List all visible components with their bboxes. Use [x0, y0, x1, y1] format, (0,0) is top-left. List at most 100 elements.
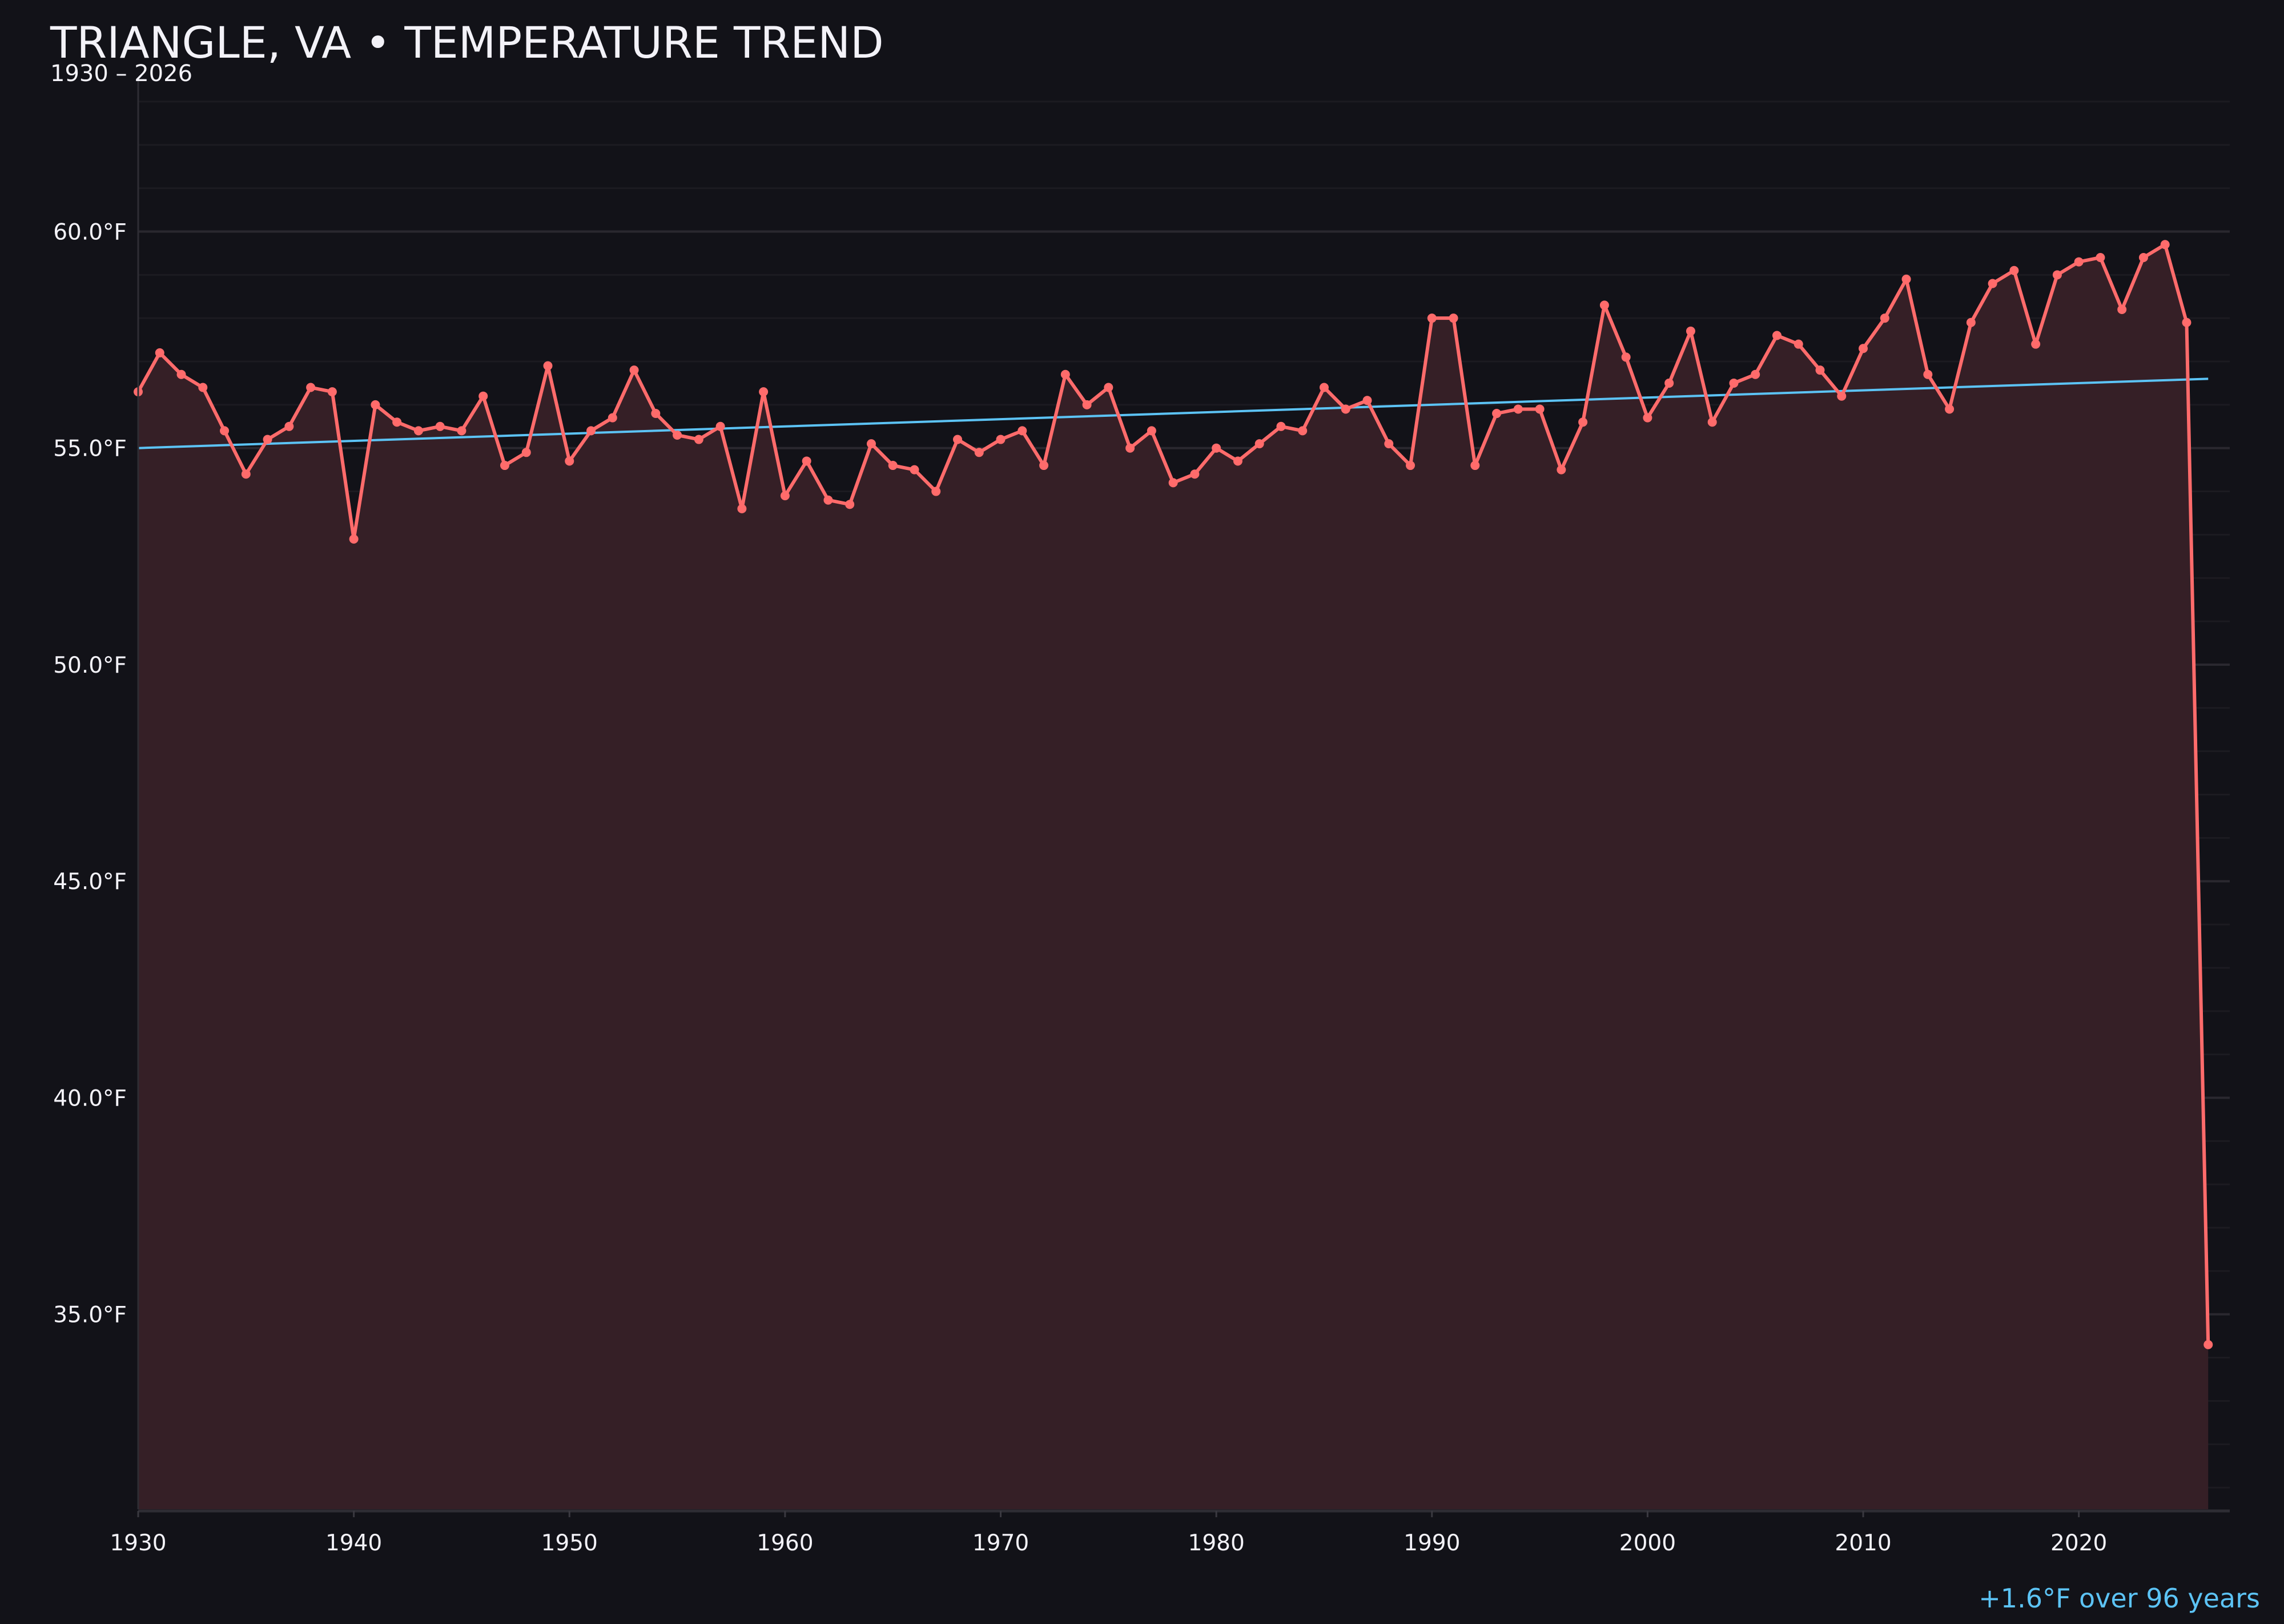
data-point-1997: [1578, 417, 1588, 427]
x-tick-label: 1930: [110, 1530, 166, 1556]
data-point-1961: [802, 456, 811, 466]
data-point-2009: [1837, 391, 1847, 401]
data-point-1981: [1233, 456, 1242, 466]
data-point-1975: [1104, 383, 1113, 392]
data-point-2012: [1901, 274, 1911, 284]
x-tick-label: 1940: [325, 1530, 382, 1556]
data-point-2006: [1772, 331, 1782, 340]
data-point-1982: [1254, 439, 1264, 449]
data-point-1955: [673, 430, 682, 440]
data-point-2017: [2009, 266, 2019, 275]
data-point-1971: [1018, 426, 1027, 436]
data-point-1994: [1513, 404, 1523, 414]
data-point-1987: [1362, 396, 1372, 405]
data-point-2013: [1923, 369, 1933, 379]
x-tick-label: 2010: [1835, 1530, 1891, 1556]
data-point-1985: [1319, 383, 1329, 392]
data-point-2022: [2117, 304, 2127, 314]
data-point-2000: [1643, 413, 1652, 423]
area-fill: [138, 244, 2209, 1510]
data-point-1932: [176, 369, 186, 379]
trend-annotation: +1.6°F over 96 years: [1979, 1583, 2260, 1614]
chart-subtitle: 1930 – 2026: [50, 61, 193, 87]
data-point-1989: [1406, 461, 1416, 471]
data-point-2007: [1794, 339, 1803, 349]
data-point-1939: [327, 387, 337, 397]
data-point-1988: [1384, 439, 1394, 449]
y-tick-label: 50.0°F: [53, 653, 127, 678]
data-point-2004: [1729, 378, 1739, 388]
y-tick-label: 40.0°F: [53, 1086, 127, 1111]
data-point-1969: [974, 448, 984, 457]
data-point-1991: [1449, 313, 1458, 323]
x-tick-label: 1980: [1188, 1530, 1245, 1556]
data-point-1963: [845, 500, 855, 509]
data-point-2016: [1988, 279, 1997, 288]
data-point-2024: [2160, 240, 2170, 250]
y-tick-label: 55.0°F: [53, 436, 127, 462]
data-point-1957: [715, 421, 725, 431]
y-tick-label: 45.0°F: [53, 869, 127, 895]
data-point-1977: [1147, 426, 1156, 436]
data-point-1946: [478, 391, 488, 401]
data-point-1964: [866, 439, 876, 449]
x-tick-label: 1960: [757, 1530, 813, 1556]
data-point-1984: [1298, 426, 1308, 436]
data-point-1945: [457, 426, 467, 436]
y-tick-label: 60.0°F: [53, 219, 127, 245]
x-tick-label: 2000: [1619, 1530, 1676, 1556]
data-point-1943: [413, 426, 423, 436]
data-point-2002: [1686, 326, 1695, 336]
chart-title: TRIANGLE, VA • TEMPERATURE TREND: [50, 17, 884, 68]
data-point-2014: [1945, 404, 1955, 414]
data-point-1951: [586, 426, 596, 436]
x-tick-label: 1990: [1404, 1530, 1460, 1556]
data-point-2025: [2182, 317, 2191, 327]
data-point-1974: [1082, 400, 1092, 409]
data-point-2008: [1815, 365, 1825, 375]
data-point-2015: [1966, 317, 1976, 327]
tick-labels: 1930 1940 1950 1960 1970 1980 1990 2000 2010 2020…: [53, 219, 2107, 1556]
data-point-1980: [1212, 443, 1221, 453]
data-point-2001: [1664, 378, 1674, 388]
data-point-1965: [888, 461, 898, 471]
data-point-2019: [2052, 270, 2062, 280]
data-point-2023: [2138, 252, 2148, 262]
data-point-1998: [1599, 300, 1609, 310]
data-point-1942: [392, 417, 402, 427]
data-point-1968: [952, 435, 962, 444]
data-point-1979: [1190, 469, 1200, 479]
data-point-1952: [608, 413, 617, 423]
data-point-1948: [521, 448, 531, 457]
data-point-2003: [1707, 417, 1717, 427]
data-point-1966: [910, 465, 919, 475]
data-point-1934: [220, 426, 230, 436]
data-point-1960: [780, 491, 790, 501]
data-point-1931: [155, 348, 164, 357]
data-point-1947: [500, 461, 509, 471]
data-point-1996: [1557, 465, 1566, 475]
data-point-1935: [241, 469, 251, 479]
data-point-1970: [996, 435, 1006, 444]
data-point-1956: [694, 435, 703, 444]
axes: [137, 80, 2230, 1517]
data-point-1992: [1470, 461, 1480, 471]
data-points: [134, 240, 2213, 1349]
data-point-2010: [1859, 344, 1868, 353]
data-point-1953: [629, 365, 639, 375]
data-point-1941: [371, 400, 380, 409]
x-tick-label: 1970: [972, 1530, 1029, 1556]
data-point-2026: [2203, 1340, 2213, 1349]
data-point-1937: [284, 421, 294, 431]
data-point-1938: [306, 383, 316, 392]
data-point-1958: [737, 504, 747, 513]
data-point-1995: [1535, 404, 1545, 414]
data-point-2018: [2031, 339, 2041, 349]
data-point-1949: [543, 361, 553, 371]
data-point-1983: [1276, 421, 1286, 431]
data-point-1962: [823, 495, 833, 505]
data-point-1973: [1060, 369, 1070, 379]
data-point-1936: [263, 435, 272, 444]
data-point-2020: [2074, 257, 2084, 267]
